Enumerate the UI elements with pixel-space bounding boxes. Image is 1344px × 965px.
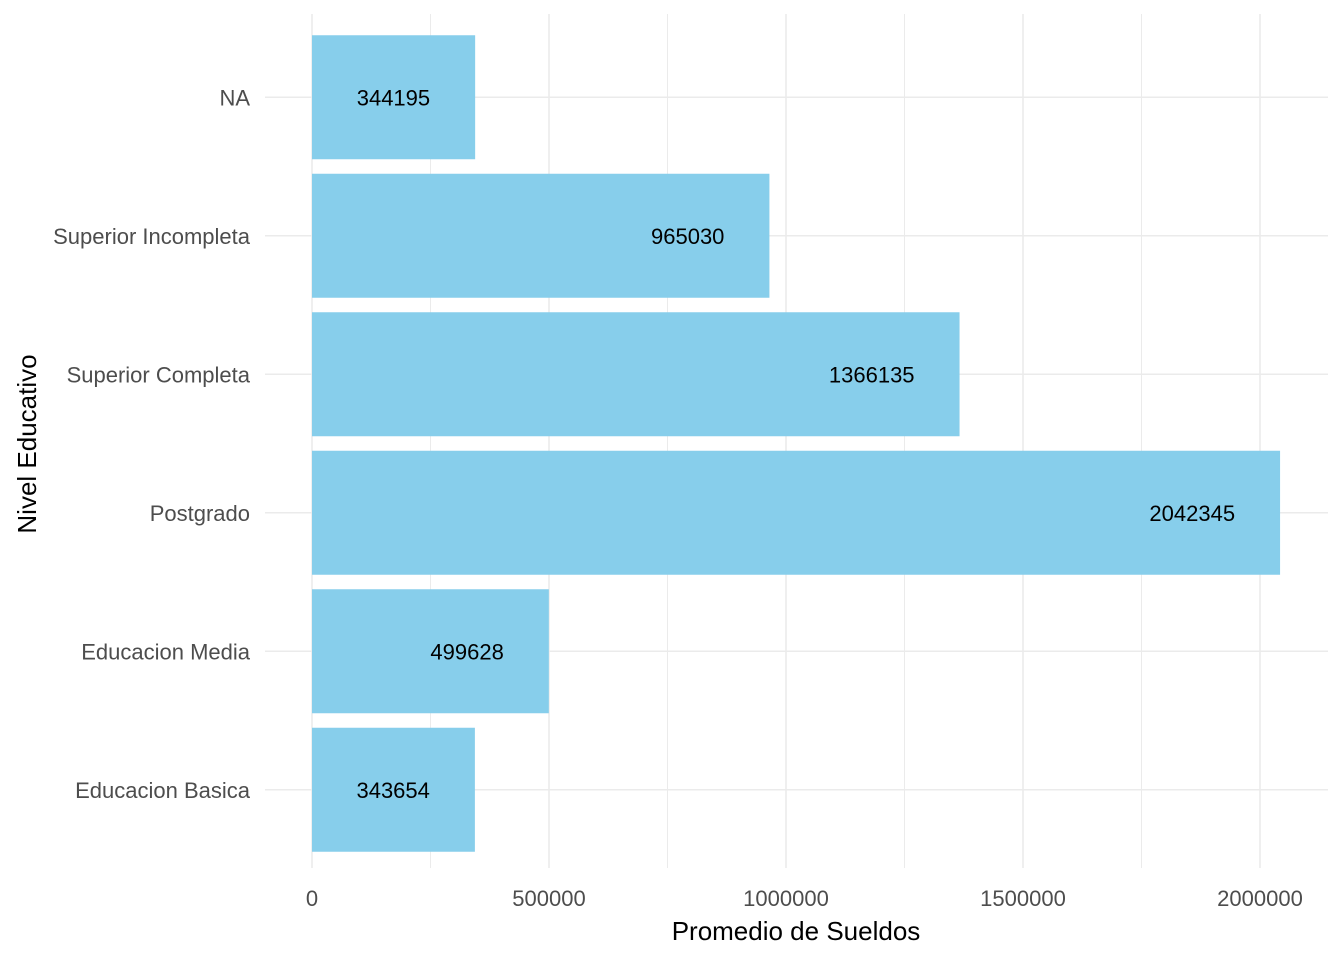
x-tick-label: 0 xyxy=(306,886,318,911)
data-labels: 343654 499628 2042345 1366135 965030 344195 xyxy=(356,85,1235,803)
y-tick-label: Educacion Media xyxy=(81,639,251,664)
data-label: 1366135 xyxy=(829,362,915,387)
bars xyxy=(312,35,1281,852)
y-tick-label: Superior Completa xyxy=(67,362,251,387)
data-label: 499628 xyxy=(430,639,503,664)
x-axis-ticks: 0 500000 1000000 1500000 2000000 xyxy=(306,886,1303,911)
x-tick-label: 1500000 xyxy=(980,886,1066,911)
bar xyxy=(312,727,475,852)
bar xyxy=(312,312,960,437)
bar xyxy=(312,173,770,298)
bar xyxy=(312,589,549,714)
bar xyxy=(312,35,476,160)
data-label: 343654 xyxy=(356,778,429,803)
y-tick-label: Educacion Basica xyxy=(75,778,251,803)
y-axis-title: Nivel Educativo xyxy=(12,354,42,533)
y-axis-ticks: Educacion Basica Educacion Media Postgrado… xyxy=(53,85,251,803)
x-tick-label: 2000000 xyxy=(1217,886,1303,911)
data-label: 344195 xyxy=(357,85,430,110)
data-label: 2042345 xyxy=(1149,501,1235,526)
y-tick-label: Superior Incompleta xyxy=(53,224,251,249)
x-axis-title: Promedio de Sueldos xyxy=(672,916,921,946)
bar xyxy=(312,450,1281,575)
y-tick-label: NA xyxy=(219,85,250,110)
data-label: 965030 xyxy=(651,224,724,249)
x-tick-label: 500000 xyxy=(512,886,585,911)
x-tick-label: 1000000 xyxy=(743,886,829,911)
y-tick-label: Postgrado xyxy=(150,501,250,526)
